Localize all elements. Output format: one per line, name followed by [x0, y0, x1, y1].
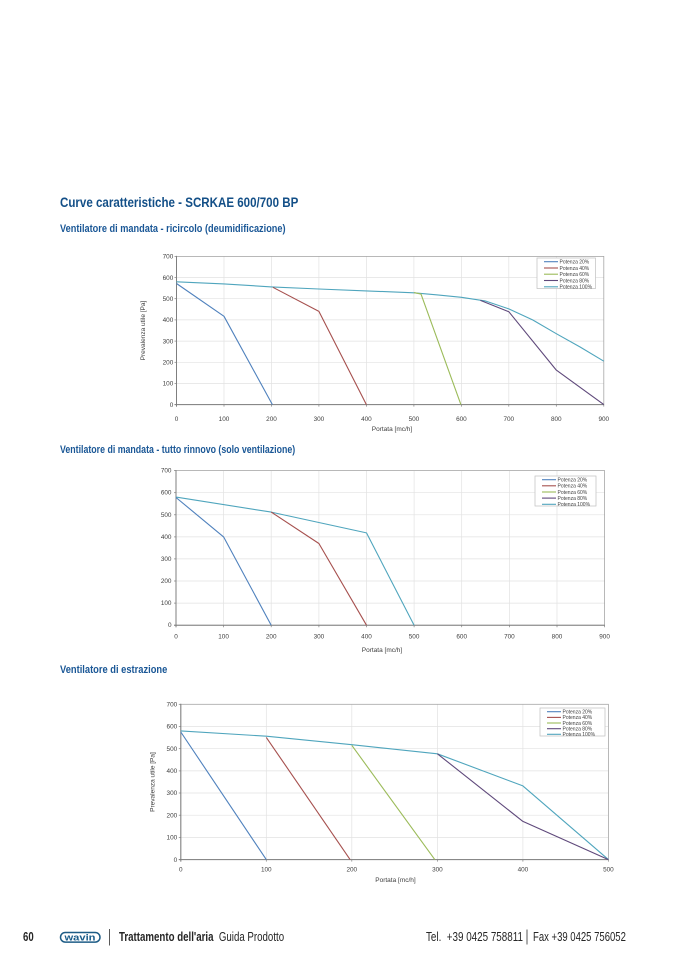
svg-text:700: 700 — [167, 702, 178, 709]
svg-text:600: 600 — [456, 633, 467, 640]
svg-text:700: 700 — [161, 468, 172, 475]
svg-text:0: 0 — [168, 622, 172, 629]
svg-text:600: 600 — [167, 724, 178, 731]
svg-text:Potenza 20%: Potenza 20% — [560, 260, 590, 266]
svg-text:300: 300 — [314, 633, 325, 640]
svg-text:400: 400 — [167, 768, 178, 775]
svg-text:Portata [mc/h]: Portata [mc/h] — [372, 426, 413, 433]
svg-text:Potenza 100%: Potenza 100% — [560, 285, 593, 291]
svg-text:500: 500 — [409, 416, 420, 423]
svg-text:400: 400 — [518, 867, 529, 874]
svg-text:600: 600 — [456, 416, 467, 423]
svg-text:Portata [mc/h]: Portata [mc/h] — [362, 647, 403, 654]
svg-text:700: 700 — [504, 633, 515, 640]
svg-text:300: 300 — [163, 338, 174, 345]
svg-text:800: 800 — [551, 416, 562, 423]
svg-text:wavin: wavin — [63, 932, 95, 942]
svg-text:100: 100 — [163, 381, 174, 388]
svg-text:Potenza 80%: Potenza 80% — [558, 496, 588, 502]
svg-text:Potenza 40%: Potenza 40% — [558, 484, 588, 490]
svg-text:100: 100 — [219, 416, 230, 423]
svg-text:100: 100 — [167, 835, 178, 842]
svg-text:200: 200 — [266, 416, 277, 423]
svg-text:900: 900 — [598, 416, 609, 423]
svg-text:0: 0 — [174, 633, 178, 640]
svg-text:0: 0 — [170, 402, 174, 409]
svg-text:Portata [mc/h]: Portata [mc/h] — [375, 877, 416, 884]
svg-text:700: 700 — [163, 254, 174, 261]
svg-text:Potenza 100%: Potenza 100% — [558, 502, 591, 508]
svg-text:300: 300 — [314, 416, 325, 423]
svg-text:500: 500 — [603, 867, 614, 874]
svg-text:600: 600 — [161, 490, 172, 497]
svg-text:Potenza 40%: Potenza 40% — [563, 715, 593, 721]
svg-text:500: 500 — [163, 296, 174, 303]
svg-text:500: 500 — [161, 512, 172, 519]
svg-text:400: 400 — [163, 317, 174, 324]
svg-text:200: 200 — [346, 867, 357, 874]
svg-text:600: 600 — [163, 275, 174, 282]
svg-text:Potenza 20%: Potenza 20% — [563, 710, 593, 716]
svg-text:Prevalenza utile [Pa]: Prevalenza utile [Pa] — [140, 301, 147, 361]
svg-text:0: 0 — [175, 416, 179, 423]
svg-text:Potenza 80%: Potenza 80% — [560, 278, 590, 284]
svg-text:Potenza 100%: Potenza 100% — [563, 732, 596, 738]
svg-text:500: 500 — [167, 746, 178, 753]
svg-text:Potenza 60%: Potenza 60% — [560, 272, 590, 278]
svg-text:100: 100 — [161, 600, 172, 607]
svg-text:Prevalenza utile [Pa]: Prevalenza utile [Pa] — [150, 752, 157, 812]
svg-text:Potenza 60%: Potenza 60% — [563, 721, 593, 727]
svg-text:Potenza 80%: Potenza 80% — [563, 727, 593, 733]
svg-text:Potenza 40%: Potenza 40% — [560, 266, 590, 272]
svg-text:300: 300 — [432, 867, 443, 874]
svg-text:400: 400 — [361, 633, 372, 640]
svg-text:200: 200 — [266, 633, 277, 640]
svg-text:100: 100 — [218, 633, 229, 640]
svg-text:Potenza 60%: Potenza 60% — [558, 490, 588, 496]
svg-text:200: 200 — [163, 360, 174, 367]
svg-text:400: 400 — [161, 534, 172, 541]
svg-text:200: 200 — [161, 578, 172, 585]
svg-text:500: 500 — [409, 633, 420, 640]
svg-text:200: 200 — [167, 812, 178, 819]
svg-text:Potenza 20%: Potenza 20% — [558, 478, 588, 484]
svg-text:800: 800 — [552, 633, 563, 640]
svg-text:300: 300 — [167, 790, 178, 797]
svg-text:400: 400 — [361, 416, 372, 423]
svg-text:700: 700 — [503, 416, 514, 423]
svg-text:0: 0 — [174, 857, 178, 864]
svg-text:100: 100 — [261, 867, 272, 874]
svg-text:0: 0 — [179, 867, 183, 874]
svg-text:300: 300 — [161, 556, 172, 563]
svg-text:900: 900 — [599, 633, 610, 640]
